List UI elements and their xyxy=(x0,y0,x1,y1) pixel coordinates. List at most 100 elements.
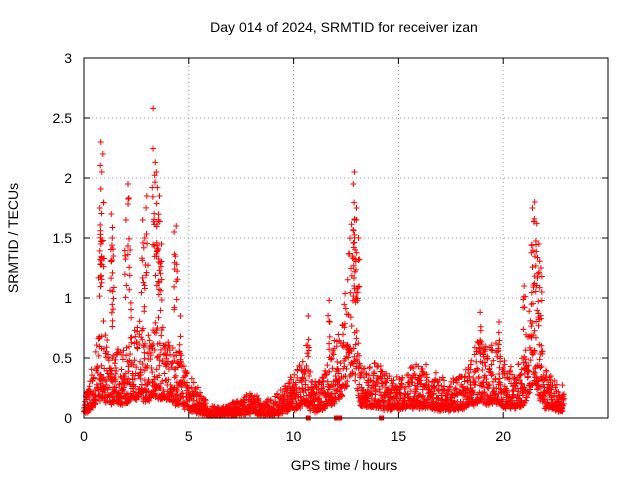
data-point xyxy=(138,381,145,388)
data-point xyxy=(351,353,358,360)
data-point xyxy=(156,357,163,364)
data-point xyxy=(346,373,353,380)
data-point xyxy=(98,210,105,217)
data-point xyxy=(188,384,195,391)
data-points xyxy=(81,105,567,419)
data-point xyxy=(171,357,178,364)
data-point xyxy=(173,386,180,393)
data-point xyxy=(107,287,114,294)
data-point xyxy=(125,235,132,242)
data-point xyxy=(285,380,292,387)
data-point xyxy=(126,343,133,350)
data-point xyxy=(355,235,362,241)
data-point xyxy=(133,364,140,371)
data-point xyxy=(125,391,132,398)
data-point xyxy=(158,241,165,247)
data-point xyxy=(350,181,357,187)
data-point xyxy=(294,374,301,381)
data-point xyxy=(331,400,338,407)
data-point xyxy=(468,357,475,364)
data-point xyxy=(93,397,100,404)
data-point xyxy=(353,335,360,342)
data-point xyxy=(194,384,201,391)
data-point xyxy=(139,361,146,368)
data-point xyxy=(132,383,139,390)
data-point xyxy=(133,396,140,403)
data-point xyxy=(150,105,157,112)
data-point xyxy=(326,297,333,304)
data-point xyxy=(112,376,119,383)
data-point xyxy=(298,379,305,386)
data-point xyxy=(477,327,484,334)
data-point xyxy=(141,285,148,292)
data-point xyxy=(531,199,538,205)
data-point xyxy=(302,387,309,394)
data-point xyxy=(149,342,156,349)
data-point xyxy=(350,293,357,300)
data-point xyxy=(350,227,357,234)
data-point xyxy=(149,193,156,200)
data-point xyxy=(134,345,141,352)
data-point xyxy=(356,352,363,359)
data-point xyxy=(386,373,393,380)
data-point xyxy=(368,377,375,384)
data-point xyxy=(520,326,527,333)
data-point xyxy=(183,379,190,386)
data-point xyxy=(156,372,163,379)
data-point xyxy=(156,193,163,199)
data-point xyxy=(347,314,354,321)
data-point xyxy=(302,377,309,384)
data-point xyxy=(524,374,531,381)
data-point xyxy=(386,396,393,403)
data-point xyxy=(515,361,522,368)
data-point xyxy=(120,347,127,354)
data-point xyxy=(157,380,164,387)
data-point xyxy=(109,235,116,241)
data-point xyxy=(144,240,151,247)
data-point xyxy=(347,289,354,296)
data-point xyxy=(125,375,132,382)
data-point xyxy=(110,306,117,313)
data-point xyxy=(102,332,109,339)
y-tick-label: 0 xyxy=(64,410,72,426)
data-point xyxy=(160,387,167,394)
data-point xyxy=(535,241,542,247)
data-point xyxy=(305,336,312,343)
data-point xyxy=(351,169,358,175)
data-point xyxy=(482,362,489,369)
data-point xyxy=(559,382,566,389)
data-point xyxy=(326,319,333,326)
data-point xyxy=(326,333,333,340)
data-point xyxy=(526,308,533,315)
data-point xyxy=(371,360,378,367)
data-point xyxy=(324,362,331,369)
x-tick-label: 15 xyxy=(391,428,407,444)
data-point xyxy=(328,355,335,362)
data-point xyxy=(136,318,143,325)
data-point xyxy=(152,159,159,166)
data-point xyxy=(96,247,103,254)
data-point xyxy=(184,369,191,376)
data-point xyxy=(350,345,357,352)
data-point xyxy=(98,169,105,175)
data-point xyxy=(155,314,162,321)
data-point xyxy=(202,400,209,407)
data-point xyxy=(165,342,172,349)
data-point xyxy=(383,379,390,386)
data-point xyxy=(507,363,514,370)
data-point xyxy=(479,367,486,374)
data-point xyxy=(125,195,132,202)
y-axis-title: SRMTID / TECUs xyxy=(5,183,21,293)
data-point xyxy=(92,400,99,407)
data-point xyxy=(126,264,133,271)
data-point xyxy=(349,255,356,262)
data-point xyxy=(355,364,362,371)
data-point xyxy=(349,370,356,377)
data-point xyxy=(531,253,538,260)
data-point xyxy=(141,303,148,310)
data-point xyxy=(277,387,284,394)
data-point xyxy=(177,359,184,366)
data-point xyxy=(105,351,112,358)
data-point xyxy=(97,162,104,169)
